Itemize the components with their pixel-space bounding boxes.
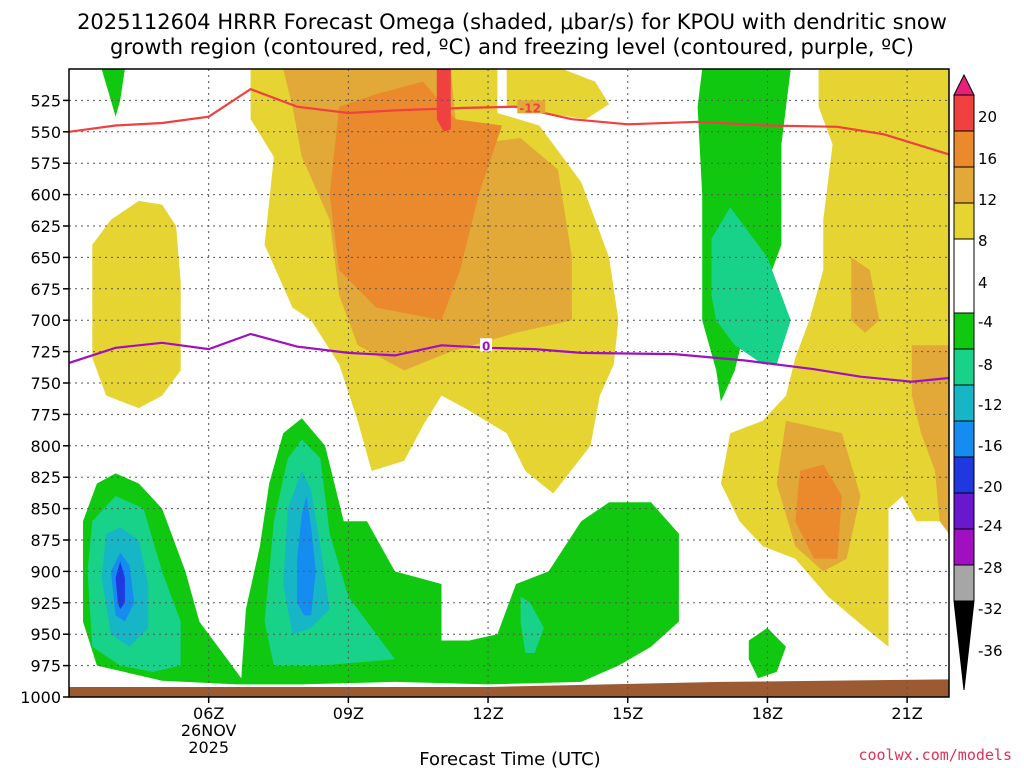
green-region-east-blob	[748, 627, 786, 679]
colorbar-label: -8	[978, 356, 993, 374]
blue-region-south-center	[297, 496, 316, 616]
y-tick-label: 975	[30, 657, 61, 676]
green-region-top-left	[101, 69, 125, 117]
colorbar-swatch	[953, 202, 975, 240]
y-tick-label: 750	[30, 374, 61, 393]
y-tick-label: 900	[30, 562, 61, 581]
colorbar-swatch	[953, 312, 975, 350]
yellow-region-west	[92, 200, 181, 409]
y-tick-label: 800	[30, 437, 61, 456]
x-tick-label: 18Z	[752, 704, 783, 723]
y-tick-label: 1000	[20, 688, 61, 707]
red-region-top	[436, 69, 451, 132]
colorbar-label: 12	[978, 191, 997, 209]
colorbar-label: -4	[978, 313, 993, 331]
orange-region-east-upper	[851, 257, 880, 333]
terrain-ground	[69, 679, 949, 697]
dark-orange-region-center	[329, 81, 502, 321]
colorbar-label: -16	[978, 437, 1003, 455]
y-tick-label: 825	[30, 468, 61, 487]
freezing-level-contour-label: 0	[482, 339, 490, 353]
colorbar: 20 16 12 8 4 -4 -8 -12 -16 -20 -24 -28 -32 -36	[953, 73, 1003, 691]
y-tick-label: 550	[30, 123, 61, 142]
colorbar-label: -12	[978, 396, 1003, 414]
dendritic-growth-contour	[69, 87, 949, 156]
colorbar-label: -20	[978, 478, 1003, 496]
x-tick-label: 12Z	[472, 704, 503, 723]
y-tick-label: 850	[30, 500, 61, 519]
chart-title-line-1: 2025112604 HRRR Forecast Omega (shaded, …	[77, 10, 947, 34]
contour-lines: -12 0	[69, 87, 949, 383]
y-tick-label: 725	[30, 343, 61, 362]
colorbar-label: -32	[978, 600, 1003, 618]
y-tick-label: 950	[30, 625, 61, 644]
colorbar-label: 8	[978, 232, 988, 250]
y-tick-label: 600	[30, 186, 61, 205]
dark-blue-region-southwest	[115, 561, 125, 610]
x-tick-label: 15Z	[612, 704, 643, 723]
colorbar-label: -24	[978, 517, 1003, 535]
yellow-region-east	[720, 69, 949, 647]
y-tick-label: 650	[30, 248, 61, 267]
y-tick-label: 525	[30, 91, 61, 110]
x-tick-date-label: 26NOV	[181, 721, 237, 740]
colorbar-over-arrow	[953, 73, 975, 96]
colorbar-swatch	[953, 94, 975, 132]
y-tick-label: 875	[30, 531, 61, 550]
teal-region-east	[711, 207, 791, 365]
chart-title-line-2: growth region (contoured, red, ºC) and f…	[110, 35, 914, 59]
colorbar-swatch	[953, 420, 975, 458]
x-tick-label: 06Z	[193, 704, 224, 723]
colorbar-label: -36	[978, 642, 1003, 660]
omega-shaded-regions	[69, 69, 949, 697]
y-tick-label: 775	[30, 405, 61, 424]
colorbar-label: 20	[978, 108, 997, 126]
y-tick-label: 675	[30, 280, 61, 299]
x-tick-year-label: 2025	[188, 738, 229, 757]
colorbar-swatch	[953, 130, 975, 168]
freezing-level-contour	[69, 332, 949, 383]
dendritic-growth-contour-label: -12	[519, 101, 541, 115]
dark-orange-region-east	[795, 464, 842, 559]
colorbar-swatch	[953, 384, 975, 422]
colorbar-swatch	[953, 492, 975, 530]
colorbar-swatch	[953, 238, 975, 314]
x-axis-label: Forecast Time (UTC)	[419, 749, 600, 768]
colorbar-swatch	[953, 166, 975, 204]
y-tick-label: 925	[30, 594, 61, 613]
grid-lines	[69, 69, 949, 697]
y-tick-label: 625	[30, 217, 61, 236]
colorbar-label: 4	[978, 274, 988, 292]
colorbar-swatch	[953, 564, 975, 602]
x-tick-label: 09Z	[333, 704, 364, 723]
colorbar-swatch	[953, 348, 975, 386]
colorbar-label: 16	[978, 150, 997, 168]
orange-region-east-right	[911, 345, 949, 534]
x-tick-label: 21Z	[891, 704, 922, 723]
y-axis-ticks: 525 550 575 600 625 650 675 700 725 750 775 800 825 8…	[20, 91, 69, 707]
colorbar-under-arrow	[953, 600, 975, 691]
colorbar-swatch	[953, 456, 975, 494]
teal-region-south-small	[520, 596, 544, 653]
y-tick-label: 575	[30, 154, 61, 173]
freezing-level-contour-label-bg	[480, 338, 493, 352]
dendritic-growth-contour-label-bg	[517, 100, 546, 114]
y-tick-label: 700	[30, 311, 61, 330]
colorbar-swatch	[953, 528, 975, 566]
credit-text: coolwx.com/models	[858, 746, 1012, 764]
colorbar-label: -28	[978, 559, 1003, 577]
